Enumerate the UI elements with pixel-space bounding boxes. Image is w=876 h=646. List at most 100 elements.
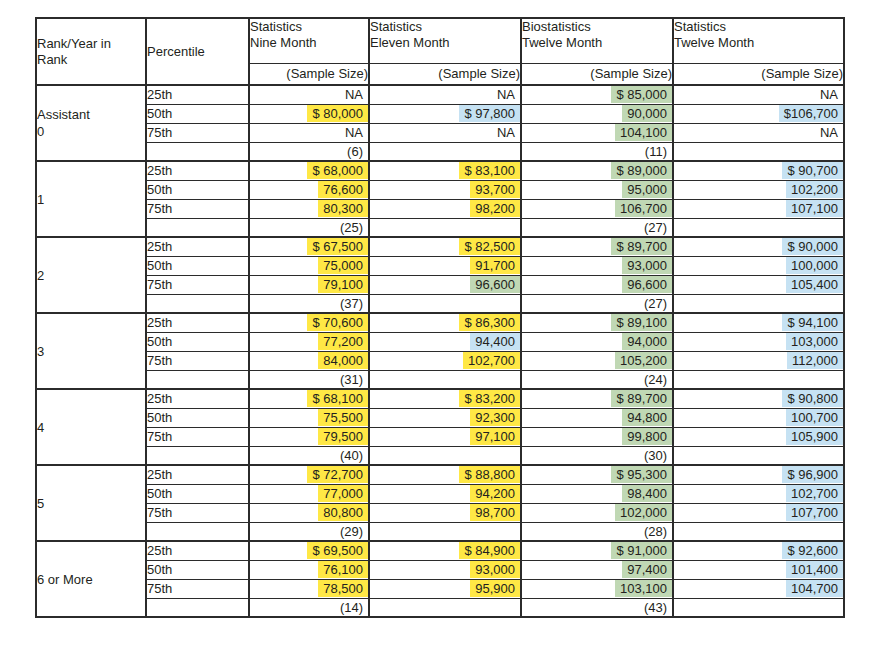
table-row: 50th76,10093,00097,400101,400 [36, 560, 844, 579]
value-cell-nine-month: $ 69,500 [249, 541, 369, 560]
value-text: $ 83,200 [459, 390, 520, 407]
value-text: 94,200 [470, 485, 520, 502]
value-cell-eleven-month [369, 446, 521, 465]
value-text: 97,400 [622, 561, 672, 578]
value-text: $ 80,000 [307, 105, 368, 122]
value-cell-nine-month: 78,500 [249, 579, 369, 598]
value-text: (29) [335, 523, 368, 540]
table-row: 125th$ 68,000$ 83,100$ 89,000$ 90,700 [36, 161, 844, 180]
value-text: 93,000 [622, 257, 672, 274]
value-cell-nine-month: 75,500 [249, 408, 369, 427]
value-cell-biostat-twelve-month: 105,200 [521, 351, 673, 370]
value-cell-biostat-twelve-month: 104,100 [521, 123, 673, 142]
percentile-cell: 75th [146, 123, 249, 142]
value-cell-eleven-month: 93,000 [369, 560, 521, 579]
percentile-cell: 75th [146, 275, 249, 294]
value-text: 80,300 [318, 200, 368, 217]
value-text: $ 89,000 [611, 162, 672, 179]
value-text [833, 230, 843, 232]
column-header-eleven-month: Statistics Eleven Month [369, 18, 521, 63]
value-cell-eleven-month: 98,700 [369, 503, 521, 522]
table-row: Assistant 025thNANA$ 85,000NA [36, 85, 844, 104]
table-row: 50th75,50092,30094,800100,700 [36, 408, 844, 427]
value-cell-stat-twelve-month: $ 90,700 [673, 161, 844, 180]
value-cell-biostat-twelve-month: 97,400 [521, 560, 673, 579]
value-cell-eleven-month: 97,100 [369, 427, 521, 446]
value-text: 97,100 [470, 428, 520, 445]
rank-cell: 3 [36, 313, 146, 389]
value-cell-eleven-month: $ 83,100 [369, 161, 521, 180]
value-cell-nine-month: (29) [249, 522, 369, 541]
table-row: 75th80,80098,700102,000107,700 [36, 503, 844, 522]
value-cell-stat-twelve-month [673, 370, 844, 389]
value-text [833, 458, 843, 460]
value-text: $106,700 [779, 105, 843, 122]
value-cell-stat-twelve-month: $ 90,000 [673, 237, 844, 256]
value-cell-eleven-month: 96,600 [369, 275, 521, 294]
value-text: $ 90,800 [782, 390, 843, 407]
value-cell-eleven-month: 102,700 [369, 351, 521, 370]
column-header-biostat-twelve-month: Biostatistics Twelve Month [521, 18, 673, 63]
value-text: $ 90,700 [782, 162, 843, 179]
value-text [833, 382, 843, 384]
value-cell-nine-month: (31) [249, 370, 369, 389]
percentile-cell [146, 294, 249, 313]
percentile-cell: 25th [146, 161, 249, 180]
percentile-cell [146, 370, 249, 389]
value-text: $ 91,000 [611, 542, 672, 559]
table-row: (25)(27) [36, 218, 844, 237]
percentile-cell: 25th [146, 465, 249, 484]
value-cell-stat-twelve-month: 100,000 [673, 256, 844, 275]
value-cell-biostat-twelve-month: $ 89,700 [521, 237, 673, 256]
value-cell-stat-twelve-month [673, 294, 844, 313]
value-cell-eleven-month [369, 522, 521, 541]
value-cell-eleven-month: $ 84,900 [369, 541, 521, 560]
percentile-cell: 75th [146, 199, 249, 218]
value-cell-stat-twelve-month [673, 598, 844, 617]
table-row: 75th80,30098,200106,700107,100 [36, 199, 844, 218]
value-cell-stat-twelve-month: 105,400 [673, 275, 844, 294]
table-row: 50th76,60093,70095,000102,200 [36, 180, 844, 199]
value-cell-nine-month: 75,000 [249, 256, 369, 275]
value-text: (37) [335, 295, 368, 312]
percentile-cell: 25th [146, 237, 249, 256]
value-cell-nine-month: (14) [249, 598, 369, 617]
percentile-cell: 25th [146, 389, 249, 408]
value-text: $ 94,100 [782, 314, 843, 331]
value-cell-biostat-twelve-month: 93,000 [521, 256, 673, 275]
value-cell-nine-month: 76,100 [249, 560, 369, 579]
value-text: $ 97,800 [459, 105, 520, 122]
value-text: $ 86,300 [459, 314, 520, 331]
value-cell-biostat-twelve-month: 99,800 [521, 427, 673, 446]
header-title-row: Rank/Year in RankPercentileStatistics Ni… [36, 18, 844, 63]
value-text: $ 85,000 [611, 86, 672, 103]
value-cell-eleven-month: 98,200 [369, 199, 521, 218]
value-text: $ 69,500 [307, 542, 368, 559]
value-text: 94,000 [622, 333, 672, 350]
value-text: 100,700 [786, 409, 843, 426]
value-cell-stat-twelve-month: 104,700 [673, 579, 844, 598]
value-cell-nine-month: $ 72,700 [249, 465, 369, 484]
value-text: 102,200 [786, 181, 843, 198]
value-cell-stat-twelve-month: 107,700 [673, 503, 844, 522]
value-cell-stat-twelve-month [673, 218, 844, 237]
value-cell-biostat-twelve-month: 94,000 [521, 332, 673, 351]
value-cell-nine-month: (40) [249, 446, 369, 465]
value-cell-eleven-month [369, 294, 521, 313]
value-text: 78,500 [318, 580, 368, 597]
value-cell-nine-month: NA [249, 123, 369, 142]
value-text: 101,400 [786, 561, 843, 578]
value-text: 105,900 [786, 428, 843, 445]
value-text: (25) [335, 219, 368, 236]
value-cell-eleven-month: 95,900 [369, 579, 521, 598]
value-cell-nine-month: 79,100 [249, 275, 369, 294]
value-text: 104,700 [786, 580, 843, 597]
column-header-stat-twelve-month: Statistics Twelve Month [673, 18, 844, 63]
value-text [833, 154, 843, 156]
value-cell-stat-twelve-month: $ 94,100 [673, 313, 844, 332]
value-cell-nine-month: $ 70,600 [249, 313, 369, 332]
value-cell-biostat-twelve-month: $ 95,300 [521, 465, 673, 484]
value-cell-stat-twelve-month: 112,000 [673, 351, 844, 370]
sample-size-header-eleven-month: (Sample Size) [369, 63, 521, 85]
value-text: (6) [342, 143, 368, 160]
